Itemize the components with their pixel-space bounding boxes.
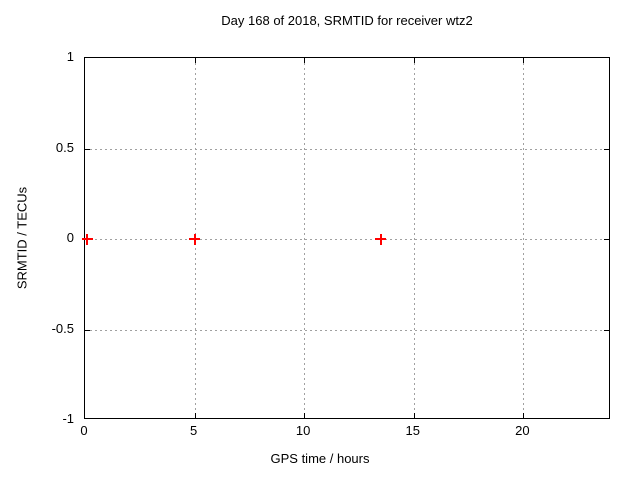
y-tick-label: -0.5 (51, 320, 74, 336)
marker-vertical-bar (193, 233, 196, 245)
y-tick-label: 1 (66, 49, 74, 64)
y-tick-label: 0.5 (55, 139, 74, 155)
x-tick-mark-bottom (194, 413, 196, 418)
gridline-horizontal (85, 329, 609, 331)
x-axis-label: GPS time / hours (270, 451, 370, 466)
gridline-vertical (523, 58, 525, 418)
y-tick-label: -1 (62, 411, 74, 426)
y-tick-mark-left (85, 329, 90, 331)
data-point-marker (81, 233, 93, 245)
marker-vertical-bar (86, 233, 89, 245)
y-tick-label: 0 (66, 230, 74, 245)
data-point-marker (189, 233, 201, 245)
y-tick-mark-right (604, 148, 609, 150)
x-tick-mark-top (413, 58, 415, 63)
x-tick-label: 5 (189, 423, 198, 438)
marker-vertical-bar (379, 233, 382, 245)
chart-title: Day 168 of 2018, SRMTID for receiver wtz… (221, 13, 473, 28)
x-tick-label: 15 (405, 423, 420, 438)
x-tick-label: 20 (515, 423, 530, 438)
x-tick-mark-top (523, 58, 525, 63)
plot-area (81, 57, 610, 419)
x-tick-mark-top (304, 58, 306, 63)
data-point-marker (375, 233, 387, 245)
gridline-horizontal (85, 239, 609, 240)
x-tick-mark-bottom (523, 413, 525, 418)
gridline-vertical (413, 58, 415, 418)
gridline-horizontal (85, 148, 609, 150)
y-tick-mark-right (604, 239, 609, 240)
x-tick-label: 0 (80, 423, 88, 438)
x-tick-mark-top (194, 58, 196, 63)
x-tick-mark-bottom (413, 413, 415, 418)
y-tick-mark-right (604, 329, 609, 331)
x-tick-label: 10 (295, 423, 311, 438)
gridline-vertical (304, 58, 306, 418)
y-tick-mark-left (85, 148, 90, 150)
x-tick-mark-bottom (304, 413, 306, 418)
